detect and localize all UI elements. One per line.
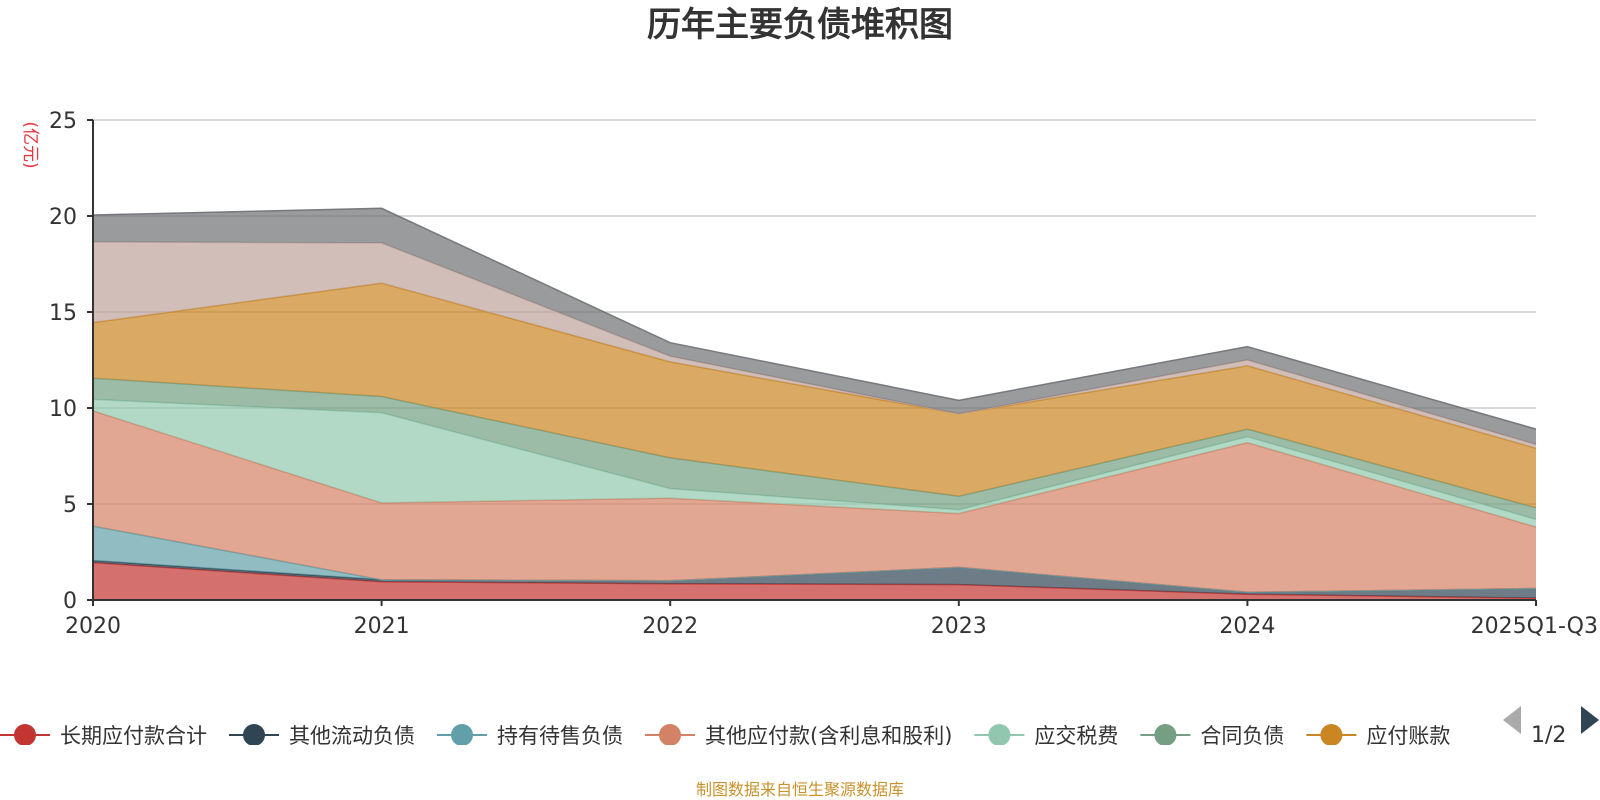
legend-label: 其他流动负债	[289, 724, 415, 748]
legend-page-indicator: 1/2	[1531, 723, 1566, 748]
x-tick-label: 2020	[65, 614, 121, 639]
legend-label: 合同负债	[1200, 724, 1284, 748]
area-series-line-4	[92, 398, 1537, 521]
legend-marker-icon	[659, 724, 681, 745]
legend-item[interactable]: 合同负债	[1140, 724, 1284, 748]
legend-item[interactable]: 应付账款	[1306, 724, 1450, 748]
legend: 长期应付款合计 其他流动负债 持有待售负债 其他应付款(含利息和股利) 应交税费 合同负债…	[0, 724, 1450, 748]
legend-marker-icon	[1320, 724, 1343, 745]
area-series-0[interactable]	[93, 562, 1536, 600]
legend-item[interactable]: 其他应付款(含利息和股利)	[645, 724, 952, 748]
area-series-7[interactable]	[93, 241, 1536, 449]
legend-item[interactable]: 其他流动负债	[229, 724, 415, 748]
y-tick-label: 15	[49, 301, 77, 326]
y-tick-label: 5	[63, 493, 77, 518]
legend-label: 持有待售负债	[497, 724, 623, 748]
y-tick-label: 25	[49, 109, 77, 134]
data-source-note: 制图数据来自恒生聚源数据库	[696, 780, 904, 799]
area-series-5[interactable]	[93, 378, 1536, 520]
y-tick-label: 20	[49, 205, 77, 230]
legend-marker-icon	[451, 724, 473, 745]
legend-label: 长期应付款合计	[60, 724, 207, 748]
legend-label: 其他应付款(含利息和股利)	[705, 724, 952, 748]
legend-marker-icon	[14, 724, 36, 745]
legend-marker-icon	[988, 724, 1011, 745]
area-series-4[interactable]	[93, 399, 1536, 527]
x-tick-label: 2023	[931, 614, 987, 639]
area-series	[92, 207, 1537, 600]
x-tick-label: 2021	[354, 614, 410, 639]
legend-marker-icon	[243, 724, 265, 745]
area-series-line-5	[92, 377, 1537, 509]
area-series-6[interactable]	[93, 283, 1536, 508]
area-series-line-8	[92, 207, 1537, 430]
legend-pager: 1/2	[1503, 706, 1599, 748]
area-series-1[interactable]	[93, 560, 1536, 599]
area-series-8[interactable]	[93, 208, 1536, 445]
x-tick-label: 2022	[642, 614, 698, 639]
legend-label: 应交税费	[1034, 724, 1118, 748]
legend-label: 应付账款	[1366, 724, 1450, 748]
legend-items: 长期应付款合计 其他流动负债 持有待售负债 其他应付款(含利息和股利) 应交税费 合同负债…	[0, 724, 1450, 748]
legend-next-arrow-icon[interactable]	[1581, 706, 1599, 734]
x-tick-label: 2024	[1219, 614, 1275, 639]
y-axis-unit: (亿元)	[20, 121, 40, 168]
axes: 2020 2021 2022 2023 2024 2025Q1-Q3	[65, 119, 1598, 639]
chart-title: 历年主要负债堆积图	[647, 5, 953, 45]
area-series-3[interactable]	[93, 410, 1536, 593]
legend-item[interactable]: 持有待售负债	[437, 724, 623, 748]
legend-item[interactable]: 应交税费	[974, 724, 1118, 748]
legend-prev-arrow-icon[interactable]	[1503, 706, 1521, 734]
legend-marker-icon	[1154, 724, 1177, 745]
x-tick-label: 2025Q1-Q3	[1471, 614, 1598, 639]
y-tick-label: 10	[49, 397, 77, 422]
y-tick-label: 0	[63, 589, 77, 614]
legend-item[interactable]: 长期应付款合计	[0, 724, 207, 748]
